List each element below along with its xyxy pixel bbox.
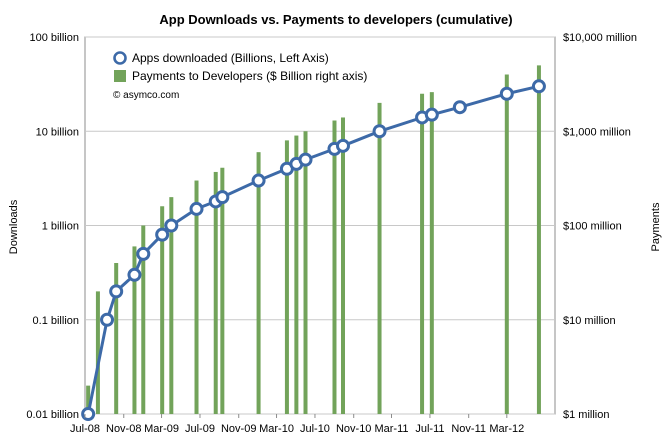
x-tick-label: Jul-10 (300, 423, 330, 435)
payment-bar (332, 120, 337, 415)
downloads-line (86, 84, 540, 415)
source-credit: © asymco.com (113, 90, 179, 101)
downloads-point (100, 312, 115, 327)
line-layer (81, 79, 546, 421)
y-left-tick-label: 10 billion (36, 126, 79, 138)
y-left-axis-label: Downloads (8, 199, 20, 254)
downloads-point (109, 284, 124, 299)
payment-bar (256, 152, 261, 414)
y-right-axis-label: Payments (650, 202, 662, 251)
payment-bar (194, 180, 199, 414)
x-tick-label: Mar-10 (259, 423, 294, 435)
payment-bar (536, 65, 541, 415)
payment-bar (160, 206, 165, 414)
downloads-point (136, 246, 151, 261)
downloads-point (251, 173, 266, 188)
payment-bar (95, 291, 100, 414)
payment-bar (213, 171, 218, 414)
payment-bar (169, 197, 174, 414)
downloads-point (189, 201, 204, 216)
x-tick-label: Mar-12 (489, 423, 524, 435)
bars-layer (86, 65, 541, 415)
axes-layer: 0.01 billion 0.1 billion 1 billion 10 billi… (26, 32, 637, 435)
payment-bar (114, 263, 119, 414)
legend: Apps downloaded (Billions, Left Axis) Pa… (113, 51, 367, 101)
downloads-point (155, 227, 170, 242)
downloads-point (531, 79, 546, 94)
downloads-point (215, 190, 230, 205)
x-tick-label: Mar-09 (144, 423, 179, 435)
legend-marker-payments (114, 70, 126, 82)
payment-bar (86, 385, 91, 414)
y-right-tick-label: $10,000 million (563, 32, 637, 44)
payment-bar (429, 92, 434, 414)
downloads-point (298, 152, 313, 167)
x-tick-label: Jul-09 (185, 423, 215, 435)
y-left-tick-label: 100 billion (29, 32, 79, 44)
y-right-tick-label: $1 million (563, 409, 609, 421)
x-tick-label: Jul-11 (415, 423, 444, 435)
grid-layer (84, 36, 556, 415)
payment-bar (420, 93, 425, 415)
x-tick-label: Nov-10 (336, 423, 371, 435)
downloads-point (81, 407, 96, 421)
payment-bar (141, 225, 146, 414)
y-right-tick-label: $100 million (563, 221, 622, 233)
y-right-tick-label: $10 million (563, 315, 616, 327)
payment-bar (377, 102, 382, 414)
payment-bar (294, 135, 299, 415)
payment-bar (284, 140, 289, 414)
legend-marker-downloads (113, 51, 127, 65)
chart-title: App Downloads vs. Payments to developers… (159, 12, 512, 27)
downloads-point (372, 124, 387, 139)
payment-bar (303, 131, 308, 414)
downloads-point (164, 218, 179, 233)
x-tick-label: Nov-08 (106, 423, 141, 435)
downloads-point (127, 267, 142, 282)
y-right-tick-label: $1,000 million (563, 126, 631, 138)
payment-bar (132, 246, 137, 414)
y-left-tick-label: 0.01 billion (26, 409, 79, 421)
downloads-point (452, 100, 467, 115)
x-tick-label: Nov-11 (451, 423, 486, 435)
y-left-tick-label: 1 billion (42, 221, 79, 233)
x-tick-label: Nov-09 (221, 423, 256, 435)
payment-bar (340, 117, 345, 415)
x-tick-label: Jul-08 (70, 423, 100, 435)
x-tick-label: Mar-11 (374, 423, 408, 435)
payment-bar (220, 167, 225, 414)
legend-label-downloads: Apps downloaded (Billions, Left Axis) (132, 51, 329, 65)
y-left-tick-label: 0.1 billion (33, 315, 79, 327)
payment-bar (504, 74, 509, 414)
legend-label-payments: Payments to Developers ($ Billion right … (132, 69, 367, 83)
downloads-point (335, 138, 350, 153)
downloads-point (424, 107, 439, 122)
downloads-point (499, 86, 514, 101)
